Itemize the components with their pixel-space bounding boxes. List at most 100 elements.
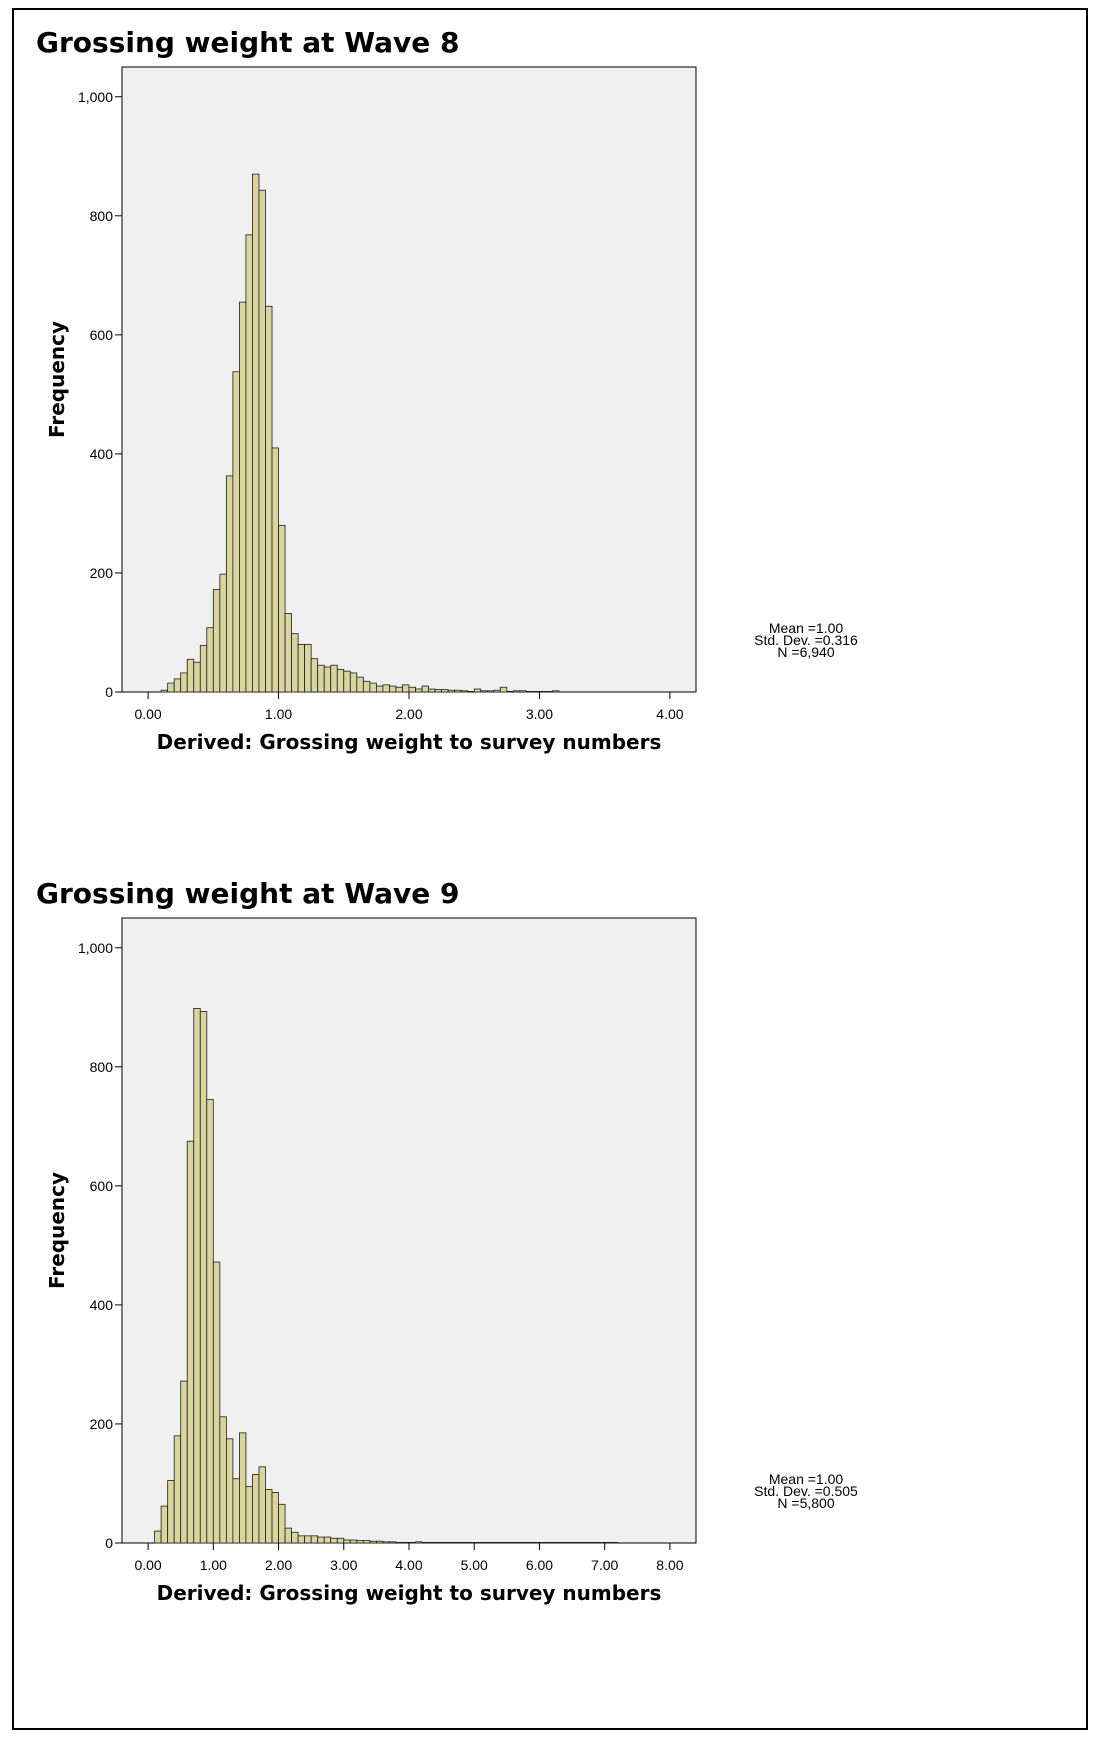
histogram-bar bbox=[356, 1540, 364, 1544]
histogram-bar bbox=[604, 1542, 612, 1544]
histogram-bar bbox=[186, 658, 195, 693]
histogram-bar bbox=[291, 633, 299, 693]
y-tick-label: 1,000 bbox=[78, 89, 113, 105]
histogram-bar bbox=[526, 691, 534, 693]
histogram-bar bbox=[297, 1535, 306, 1544]
histogram-bar bbox=[160, 689, 169, 693]
histogram-bar bbox=[349, 1539, 358, 1544]
histogram-bar bbox=[193, 661, 201, 693]
histogram-bar bbox=[336, 1537, 345, 1544]
histogram-bar bbox=[186, 1140, 195, 1544]
y-axis-title: Frequency bbox=[45, 321, 69, 438]
y-tick-label: 800 bbox=[90, 1059, 114, 1075]
stats-line: N =6,940 bbox=[777, 644, 834, 660]
histogram-bar bbox=[610, 1542, 619, 1544]
histogram-bar bbox=[219, 573, 227, 693]
histogram-bar bbox=[434, 689, 443, 693]
histogram-bar bbox=[467, 691, 475, 693]
histogram-bar bbox=[336, 668, 345, 693]
histogram-bar bbox=[330, 664, 338, 693]
histogram-bar bbox=[278, 1503, 286, 1544]
histogram-bar bbox=[506, 691, 514, 693]
histogram-bar bbox=[473, 1542, 482, 1544]
histogram-bar bbox=[584, 1542, 593, 1544]
histogram-bar bbox=[512, 690, 521, 693]
histogram-bar bbox=[389, 685, 397, 693]
y-tick-label: 0 bbox=[105, 684, 113, 700]
histogram-bar bbox=[447, 689, 456, 693]
histogram-bar bbox=[415, 1541, 423, 1544]
x-tick-label: 2.00 bbox=[395, 706, 422, 722]
histogram-bar bbox=[180, 672, 188, 693]
histogram-bar bbox=[552, 1542, 560, 1544]
histogram-bar bbox=[245, 234, 253, 693]
y-tick-label: 600 bbox=[90, 327, 114, 343]
x-tick-label: 2.00 bbox=[265, 1557, 292, 1573]
histogram-bar bbox=[167, 1480, 175, 1544]
histogram-bar bbox=[258, 1466, 266, 1544]
x-tick-label: 3.00 bbox=[330, 1557, 357, 1573]
histogram-bar bbox=[415, 688, 423, 693]
x-axis-title: Derived: Grossing weight to survey numbe… bbox=[157, 1581, 662, 1605]
chart-title-wave-9: Grossing weight at Wave 9 bbox=[36, 877, 460, 910]
histogram-bar bbox=[239, 301, 247, 693]
histogram-bar bbox=[212, 1261, 221, 1544]
histogram-bar bbox=[375, 1540, 384, 1544]
histogram-bar bbox=[382, 684, 390, 693]
histogram-bar bbox=[154, 1530, 162, 1544]
x-tick-label: 1.00 bbox=[265, 706, 292, 722]
histogram-bar bbox=[565, 1542, 573, 1544]
histogram-bar bbox=[519, 1542, 527, 1544]
histogram-bar bbox=[362, 680, 371, 693]
histogram-bar bbox=[499, 686, 508, 693]
x-tick-label: 4.00 bbox=[656, 706, 683, 722]
histogram-bar bbox=[382, 1541, 390, 1544]
y-tick-label: 600 bbox=[90, 1178, 114, 1194]
histogram-bar bbox=[532, 691, 540, 693]
histogram-bar bbox=[402, 684, 410, 693]
histogram-bar bbox=[265, 305, 273, 693]
histogram-wave-9: 0 200 400 600 800 1,000 0.00 1.00 2.00 3.00 4.00 5.… bbox=[45, 917, 858, 1605]
stats-line: Mean =1.00 bbox=[769, 1471, 844, 1487]
y-axis-title: Frequency bbox=[45, 1172, 69, 1289]
histogram-bar bbox=[232, 371, 240, 693]
histogram-bar bbox=[539, 1542, 547, 1544]
histogram-bar bbox=[486, 690, 495, 693]
histogram-bar bbox=[291, 1531, 299, 1544]
histogram-bar bbox=[493, 689, 501, 693]
x-tick-label: 1.00 bbox=[200, 1557, 227, 1573]
histogram-bar bbox=[597, 1542, 606, 1544]
histogram-bar bbox=[193, 1008, 201, 1544]
histogram-bar bbox=[375, 685, 384, 693]
y-tick-label: 400 bbox=[90, 446, 114, 462]
histogram-bar bbox=[330, 1537, 338, 1544]
histogram-bar bbox=[304, 1535, 312, 1544]
x-tick-label: 8.00 bbox=[656, 1557, 683, 1573]
histogram-bar bbox=[571, 1542, 579, 1544]
histogram-bar bbox=[199, 645, 208, 693]
stats-line: Std. Dev. =0.316 bbox=[754, 632, 858, 648]
histogram-bar bbox=[519, 690, 527, 693]
histogram-bar bbox=[545, 691, 553, 693]
histogram-bar bbox=[506, 1542, 514, 1544]
histogram-bar bbox=[317, 1536, 325, 1544]
histogram-bar bbox=[343, 670, 351, 693]
histogram-bar bbox=[454, 689, 462, 693]
histogram-bar bbox=[173, 678, 182, 693]
x-tick-label: 4.00 bbox=[395, 1557, 422, 1573]
histogram-bar bbox=[578, 1542, 586, 1544]
x-tick-label: 6.00 bbox=[526, 1557, 553, 1573]
histogram-bar bbox=[173, 1435, 182, 1544]
y-tick-label: 800 bbox=[90, 208, 114, 224]
histogram-bar bbox=[493, 1542, 501, 1544]
histogram-bar bbox=[369, 1540, 377, 1544]
histogram-bar bbox=[467, 1542, 475, 1544]
y-tick-label: 1,000 bbox=[78, 940, 113, 956]
histogram-bar bbox=[532, 1542, 540, 1544]
histogram-bar bbox=[219, 1416, 227, 1544]
histogram-bar bbox=[225, 1438, 234, 1544]
histogram-bar bbox=[421, 685, 429, 693]
histogram-bar bbox=[591, 1542, 599, 1544]
stats-line: Mean =1.00 bbox=[769, 620, 844, 636]
histogram-bar bbox=[310, 658, 319, 693]
